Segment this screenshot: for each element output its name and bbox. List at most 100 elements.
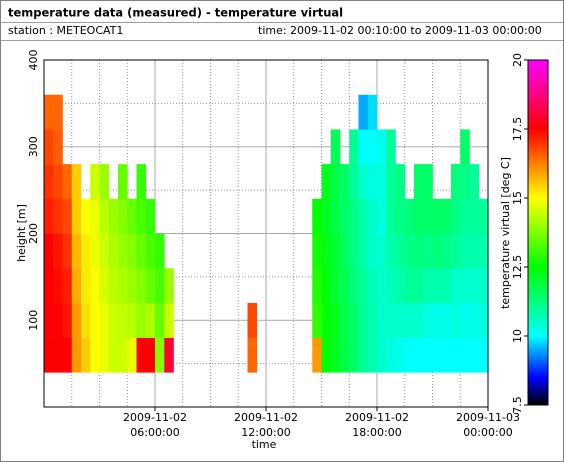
- heat-cell: [247, 337, 258, 373]
- heat-cell: [44, 337, 54, 373]
- x-tick-label: 2009-11-02 12:00:00: [234, 411, 298, 439]
- heat-cell: [460, 129, 470, 165]
- heat-cell: [81, 233, 91, 269]
- heat-cell: [312, 337, 322, 373]
- heat-cell: [358, 337, 369, 373]
- heat-cell: [118, 268, 128, 304]
- heat-cell: [118, 164, 128, 200]
- heat-cell: [312, 268, 322, 304]
- heat-cell: [423, 268, 433, 304]
- heat-cell: [118, 198, 128, 234]
- heat-cell: [330, 164, 341, 200]
- heat-cell: [478, 268, 489, 304]
- heat-cell: [340, 233, 350, 269]
- heat-cell: [53, 94, 63, 130]
- heat-cell: [62, 164, 73, 200]
- heat-cell: [432, 302, 443, 338]
- heat-cell: [414, 302, 424, 338]
- heat-cell: [108, 233, 119, 269]
- heat-cell: [330, 268, 341, 304]
- heat-cell: [312, 233, 322, 269]
- heat-cell: [414, 164, 424, 200]
- heat-cell: [432, 268, 443, 304]
- heat-cell: [460, 337, 470, 373]
- heat-cell: [71, 233, 82, 269]
- x-tick-label: 2009-11-02 18:00:00: [345, 411, 409, 439]
- heat-cell: [358, 302, 369, 338]
- x-tick-label: 2009-11-02 06:00:00: [123, 411, 187, 439]
- x-axis-label: time: [252, 438, 277, 451]
- heat-cell: [53, 302, 63, 338]
- heat-cell: [367, 198, 378, 234]
- colorbar: [527, 59, 549, 406]
- heat-cell: [441, 337, 452, 373]
- heat-cell: [145, 233, 156, 269]
- heat-cell: [349, 233, 359, 269]
- heat-cell: [340, 198, 350, 234]
- heat-cell: [432, 198, 443, 234]
- y-tick-label: 400: [27, 50, 40, 71]
- heat-cell: [377, 198, 387, 234]
- heat-cell: [99, 198, 110, 234]
- heat-cell: [127, 302, 137, 338]
- heat-cell: [118, 337, 128, 373]
- heat-cell: [44, 198, 54, 234]
- heat-cell: [62, 268, 73, 304]
- heat-cell: [330, 302, 341, 338]
- heat-cell: [478, 198, 489, 234]
- heat-cell: [340, 302, 350, 338]
- heat-cell: [321, 302, 332, 338]
- y-tick-label: 200: [27, 223, 40, 244]
- y-axis-label: height [m]: [15, 204, 28, 262]
- heat-cell: [44, 302, 54, 338]
- heat-cell: [441, 198, 452, 234]
- heat-cell: [469, 302, 480, 338]
- heat-cell: [460, 164, 470, 200]
- heat-cell: [377, 337, 387, 373]
- heat-cell: [478, 337, 489, 373]
- heat-cell: [451, 198, 461, 234]
- heat-cell: [377, 302, 387, 338]
- heat-cell: [99, 164, 110, 200]
- heat-cell: [367, 94, 378, 130]
- heat-cell: [155, 233, 165, 269]
- heat-cell: [81, 268, 91, 304]
- heat-cell: [395, 268, 406, 304]
- heat-cell: [386, 164, 396, 200]
- heat-cell: [90, 268, 100, 304]
- heat-cell: [451, 164, 461, 200]
- heat-cell: [395, 198, 406, 234]
- heat-cell: [349, 302, 359, 338]
- heat-cell: [53, 164, 63, 200]
- heat-cell: [414, 198, 424, 234]
- heat-cell: [62, 337, 73, 373]
- heat-cell: [358, 233, 369, 269]
- y-tick-label: 300: [27, 136, 40, 157]
- chart-title: temperature data (measured) - temperatur…: [8, 6, 343, 20]
- heat-cell: [321, 337, 332, 373]
- heat-cell: [155, 302, 165, 338]
- heat-cell: [164, 302, 174, 338]
- colorbar-tick-label: 7.5: [511, 396, 524, 414]
- heat-cell: [441, 302, 452, 338]
- heat-cell: [99, 233, 110, 269]
- heat-cell: [386, 302, 396, 338]
- heat-cell: [330, 198, 341, 234]
- heat-cell: [44, 164, 54, 200]
- heat-cell: [108, 198, 119, 234]
- y-tick-label: 100: [27, 310, 40, 331]
- heat-cell: [155, 268, 165, 304]
- heat-cell: [358, 164, 369, 200]
- heat-cell: [127, 198, 137, 234]
- heat-cell: [90, 164, 100, 200]
- heat-cell: [127, 337, 137, 373]
- heat-cell: [469, 233, 480, 269]
- heat-cell: [81, 198, 91, 234]
- heat-cell: [349, 164, 359, 200]
- heat-cell: [386, 268, 396, 304]
- heat-cell: [414, 268, 424, 304]
- heat-cell: [90, 337, 100, 373]
- heat-cell: [145, 337, 156, 373]
- heat-cell: [145, 302, 156, 338]
- heat-cell: [451, 233, 461, 269]
